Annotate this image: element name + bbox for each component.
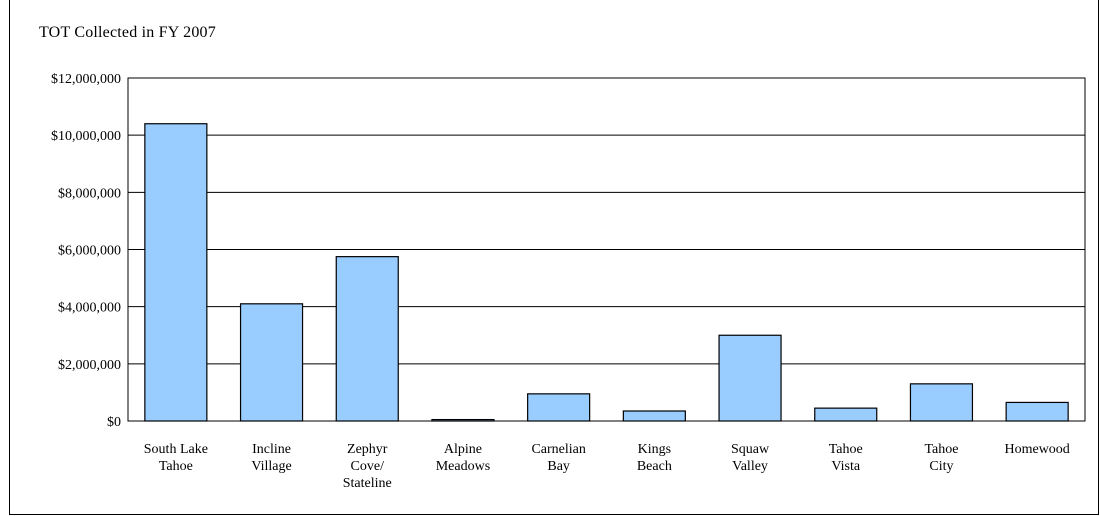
x-tick-label: Tahoe City [924,442,958,474]
y-tick-label: $12,000,000 [51,72,121,87]
bar [622,410,686,422]
x-tick-label: Homewood [1004,442,1069,457]
bar [814,407,878,422]
x-tick-label: Tahoe Vista [829,442,863,474]
y-tick-label: $2,000,000 [58,358,121,373]
bar [239,303,304,422]
x-tick-label: Carnelian Bay [531,442,585,474]
bar [335,256,399,422]
x-tick-label: Kings Beach [637,442,672,474]
bar [144,123,208,422]
bar [527,393,591,422]
plot-area-border [127,77,1086,422]
y-tick-label: $6,000,000 [58,244,121,259]
x-tick-label: South Lake Tahoe [144,442,208,474]
x-tick-label: Alpine Meadows [436,442,490,474]
chart-frame [9,0,1099,515]
y-tick-label: $4,000,000 [58,301,121,316]
x-tick-label: Incline Village [251,442,291,474]
y-tick-label: $0 [107,415,121,430]
y-tick-label: $8,000,000 [58,186,121,201]
x-tick-label: Zephyr Cove/Stateline [343,442,392,491]
y-axis-tick-labels: $0 $2,000,000 $4,000,000 $6,000,000 $8,000,0… [51,72,121,430]
bars [144,123,1069,422]
bar [909,383,974,422]
x-axis-category-labels: South Lake Tahoe Incline Village Zephyr Cove/… [144,442,1070,491]
y-tick-label: $10,000,000 [51,129,121,144]
x-tick-label: Squaw Valley [731,442,770,474]
bar [1005,401,1069,422]
bar [718,334,782,422]
chart-title: TOT Collected in FY 2007 [39,24,216,41]
